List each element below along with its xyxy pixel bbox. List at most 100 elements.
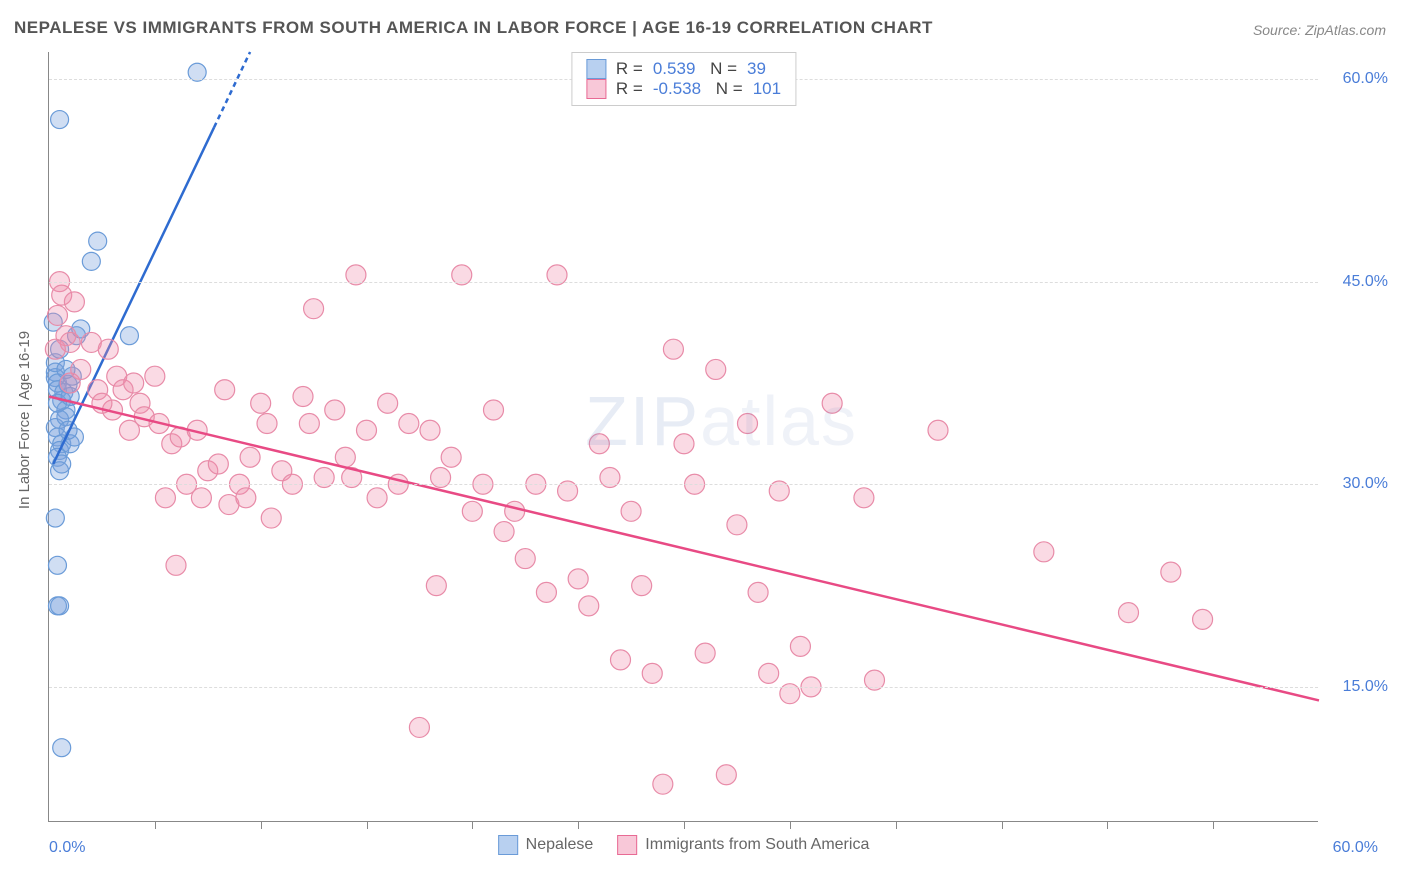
scatter-point bbox=[208, 454, 228, 474]
scatter-point bbox=[409, 717, 429, 737]
scatter-point bbox=[367, 488, 387, 508]
stat-label-n: N = bbox=[711, 79, 743, 99]
scatter-point bbox=[589, 434, 609, 454]
scatter-point bbox=[748, 582, 768, 602]
source-text: Source: ZipAtlas.com bbox=[1253, 22, 1386, 38]
x-max-label: 60.0% bbox=[1333, 839, 1378, 857]
scatter-point bbox=[399, 413, 419, 433]
x-tick bbox=[261, 821, 262, 829]
series-0-name: Nepalese bbox=[526, 836, 594, 854]
scatter-point bbox=[536, 582, 556, 602]
scatter-point bbox=[89, 232, 107, 250]
x-tick bbox=[367, 821, 368, 829]
chart-title: NEPALESE VS IMMIGRANTS FROM SOUTH AMERIC… bbox=[14, 18, 933, 38]
trend-line-dashed bbox=[214, 52, 250, 127]
scatter-point bbox=[48, 556, 66, 574]
y-tick-label: 60.0% bbox=[1328, 70, 1388, 88]
stat-label-r: R = bbox=[616, 59, 643, 79]
scatter-point bbox=[642, 663, 662, 683]
legend-stats: R = 0.539 N = 39 R = -0.538 N = 101 bbox=[571, 52, 796, 106]
swatch-series-0-b bbox=[498, 835, 518, 855]
stat-label-r: R = bbox=[616, 79, 643, 99]
scatter-point bbox=[240, 447, 260, 467]
scatter-point bbox=[579, 596, 599, 616]
y-axis-label: In Labor Force | Age 16-19 bbox=[16, 331, 33, 509]
stat-n-1: 101 bbox=[753, 79, 781, 99]
x-tick bbox=[790, 821, 791, 829]
scatter-point bbox=[145, 366, 165, 386]
plot-area: R = 0.539 N = 39 R = -0.538 N = 101 ZIPa… bbox=[48, 52, 1318, 822]
scatter-point bbox=[505, 501, 525, 521]
legend-stats-row-1: R = -0.538 N = 101 bbox=[586, 79, 781, 99]
scatter-point bbox=[357, 420, 377, 440]
x-tick bbox=[472, 821, 473, 829]
scatter-point bbox=[124, 373, 144, 393]
scatter-point bbox=[674, 434, 694, 454]
gridline-h bbox=[49, 484, 1318, 485]
scatter-point bbox=[441, 447, 461, 467]
x-tick bbox=[1002, 821, 1003, 829]
scatter-point bbox=[1193, 609, 1213, 629]
x-tick bbox=[155, 821, 156, 829]
scatter-point bbox=[568, 569, 588, 589]
scatter-point bbox=[494, 522, 514, 542]
stat-label-n: N = bbox=[705, 59, 737, 79]
legend-item-1: Immigrants from South America bbox=[617, 835, 869, 855]
scatter-point bbox=[251, 393, 271, 413]
legend-stats-row-0: R = 0.539 N = 39 bbox=[586, 59, 781, 79]
scatter-point bbox=[299, 413, 319, 433]
scatter-point bbox=[45, 339, 65, 359]
stat-n-0: 39 bbox=[747, 59, 766, 79]
scatter-point bbox=[1119, 603, 1139, 623]
y-tick-label: 15.0% bbox=[1328, 678, 1388, 696]
plot-svg bbox=[49, 52, 1318, 821]
scatter-point bbox=[47, 305, 67, 325]
x-tick bbox=[896, 821, 897, 829]
scatter-point bbox=[621, 501, 641, 521]
scatter-point bbox=[928, 420, 948, 440]
scatter-point bbox=[82, 252, 100, 270]
x-tick bbox=[578, 821, 579, 829]
scatter-point bbox=[426, 576, 446, 596]
scatter-point bbox=[166, 555, 186, 575]
x-tick bbox=[1213, 821, 1214, 829]
stat-r-0: 0.539 bbox=[653, 59, 696, 79]
scatter-point bbox=[854, 488, 874, 508]
swatch-series-1 bbox=[586, 79, 606, 99]
scatter-point bbox=[293, 386, 313, 406]
scatter-point bbox=[51, 597, 69, 615]
scatter-point bbox=[1161, 562, 1181, 582]
scatter-point bbox=[257, 413, 277, 433]
scatter-point bbox=[738, 413, 758, 433]
scatter-point bbox=[663, 339, 683, 359]
legend-bottom: Nepalese Immigrants from South America bbox=[498, 835, 870, 855]
gridline-h bbox=[49, 687, 1318, 688]
chart-container: NEPALESE VS IMMIGRANTS FROM SOUTH AMERIC… bbox=[0, 0, 1406, 892]
scatter-point bbox=[727, 515, 747, 535]
scatter-point bbox=[325, 400, 345, 420]
scatter-point bbox=[790, 636, 810, 656]
scatter-point bbox=[51, 111, 69, 129]
scatter-point bbox=[695, 643, 715, 663]
swatch-series-1-b bbox=[617, 835, 637, 855]
scatter-point bbox=[420, 420, 440, 440]
scatter-point bbox=[515, 549, 535, 569]
scatter-point bbox=[98, 339, 118, 359]
x-min-label: 0.0% bbox=[49, 839, 85, 857]
scatter-point bbox=[653, 774, 673, 794]
y-tick-label: 45.0% bbox=[1328, 273, 1388, 291]
y-tick-label: 30.0% bbox=[1328, 475, 1388, 493]
legend-item-0: Nepalese bbox=[498, 835, 594, 855]
scatter-point bbox=[60, 373, 80, 393]
gridline-h bbox=[49, 282, 1318, 283]
x-tick bbox=[684, 821, 685, 829]
scatter-point bbox=[191, 488, 211, 508]
scatter-point bbox=[53, 739, 71, 757]
scatter-point bbox=[1034, 542, 1054, 562]
stat-r-1: -0.538 bbox=[653, 79, 701, 99]
scatter-point bbox=[611, 650, 631, 670]
scatter-point bbox=[759, 663, 779, 683]
scatter-point bbox=[716, 765, 736, 785]
scatter-point bbox=[378, 393, 398, 413]
scatter-point bbox=[335, 447, 355, 467]
